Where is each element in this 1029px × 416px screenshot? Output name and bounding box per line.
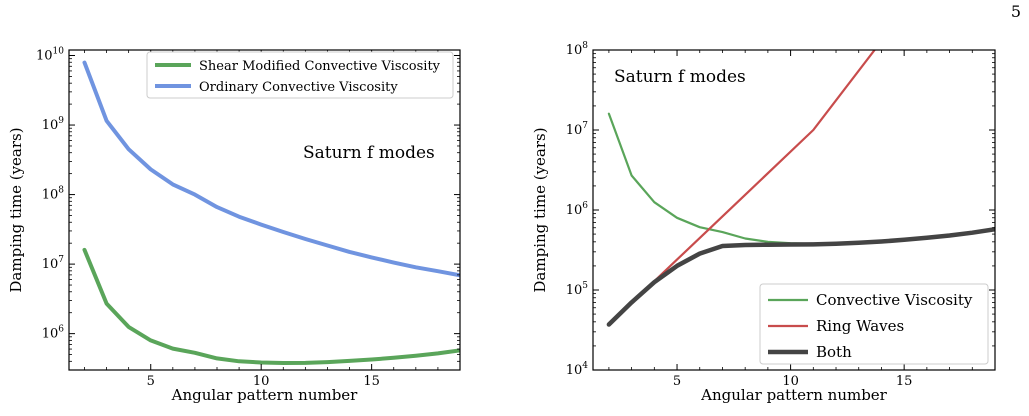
x-tick-label: 5 xyxy=(673,374,681,389)
y-tick-label: 106 xyxy=(42,325,65,342)
series-line-ordinary-convective-viscosity xyxy=(82,60,460,278)
legend-label: Ordinary Convective Viscosity xyxy=(199,80,398,95)
y-tick-label: 106 xyxy=(566,201,589,218)
legend: Convective Viscosity Ring Waves Both xyxy=(759,283,989,365)
x-tick-label: 10 xyxy=(782,374,799,389)
page-number: 5 xyxy=(1010,2,1021,21)
series-line-convective-viscosity xyxy=(607,112,995,245)
chart-panel-2: 5 10 15 104 105 106 107 108 Angular pattern numb… xyxy=(531,41,996,404)
legend-label: Shear Modified Convective Viscosity xyxy=(199,59,441,74)
x-tick-label: 15 xyxy=(896,374,913,389)
legend-box xyxy=(759,283,989,365)
x-tick-label: 15 xyxy=(363,374,380,389)
y-tick-label: 104 xyxy=(566,361,589,378)
y-tick-label: 109 xyxy=(42,116,65,133)
legend-label: Both xyxy=(816,343,852,361)
legend-label: Ring Waves xyxy=(816,317,904,335)
series-line-both xyxy=(606,226,995,327)
x-axis-label: Angular pattern number xyxy=(700,386,888,404)
y-tick-label: 108 xyxy=(42,186,65,203)
chart-annotation: Saturn f modes xyxy=(303,143,435,163)
chart-panel-1: 5 10 15 106 107 108 109 1010 Angular pattern num… xyxy=(7,47,461,404)
y-tick-label: 107 xyxy=(566,121,589,138)
series-line-shear-modified-convective-viscosity xyxy=(82,247,460,365)
legend-label: Convective Viscosity xyxy=(816,291,973,309)
legend: Shear Modified Convective Viscosity Ordin… xyxy=(146,51,454,99)
y-tick-label: 108 xyxy=(566,41,589,58)
y-axis-label: Damping time (years) xyxy=(531,127,549,292)
series-line-ring-waves xyxy=(607,50,876,326)
y-tick-label: 1010 xyxy=(36,47,64,64)
x-tick-label: 5 xyxy=(147,374,155,389)
y-tick-label: 105 xyxy=(566,281,589,298)
legend-box xyxy=(146,51,454,99)
y-tick-label: 107 xyxy=(42,255,65,272)
chart-annotation: Saturn f modes xyxy=(614,67,746,87)
y-axis-label: Damping time (years) xyxy=(7,127,25,292)
x-tick-label: 10 xyxy=(253,374,270,389)
x-axis-label: Angular pattern number xyxy=(171,386,359,404)
